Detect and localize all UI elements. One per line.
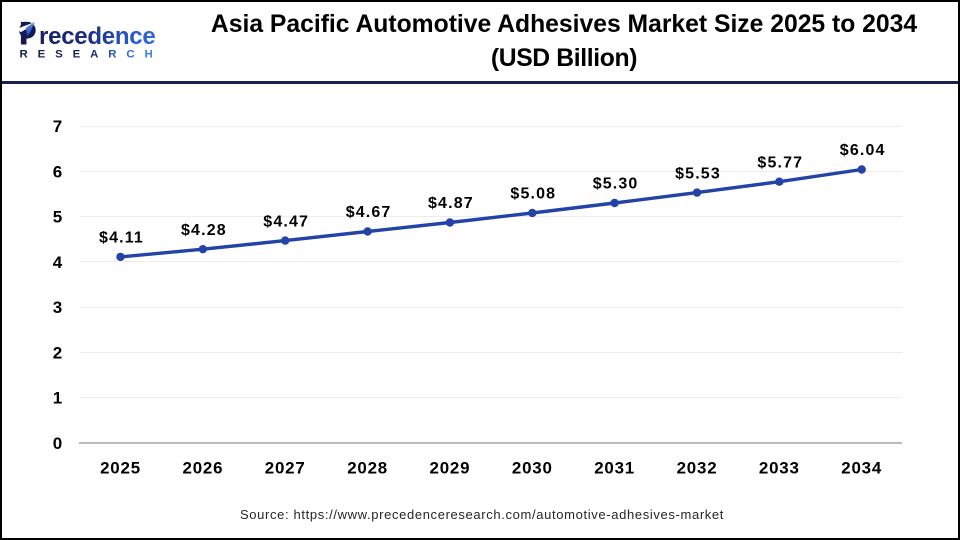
svg-text:5: 5 xyxy=(53,208,62,227)
svg-text:2026: 2026 xyxy=(183,458,224,477)
svg-text:2031: 2031 xyxy=(594,458,635,477)
svg-text:2: 2 xyxy=(53,343,62,362)
svg-text:3: 3 xyxy=(53,298,62,317)
svg-text:RESEARCH: RESEARCH xyxy=(20,49,163,61)
svg-text:6: 6 xyxy=(53,162,62,181)
svg-text:$4.28: $4.28 xyxy=(181,222,227,239)
svg-text:$4.11: $4.11 xyxy=(99,230,144,247)
svg-text:2025: 2025 xyxy=(100,458,141,477)
svg-text:$5.77: $5.77 xyxy=(757,154,803,171)
svg-text:0: 0 xyxy=(53,434,62,453)
svg-text:2032: 2032 xyxy=(677,458,718,477)
svg-text:$4.87: $4.87 xyxy=(428,195,474,212)
svg-text:$5.53: $5.53 xyxy=(675,165,721,182)
svg-text:$5.30: $5.30 xyxy=(593,176,639,193)
svg-text:$6.04: $6.04 xyxy=(840,142,886,159)
svg-text:4: 4 xyxy=(53,253,63,272)
svg-text:2030: 2030 xyxy=(512,458,553,477)
svg-text:2028: 2028 xyxy=(347,458,388,477)
svg-text:$4.47: $4.47 xyxy=(263,213,309,230)
svg-text:$5.08: $5.08 xyxy=(510,186,556,203)
svg-text:$4.67: $4.67 xyxy=(346,204,392,221)
svg-text:recedence: recedence xyxy=(39,23,156,50)
svg-text:1: 1 xyxy=(53,389,62,408)
svg-text:7: 7 xyxy=(53,117,62,136)
svg-text:2027: 2027 xyxy=(265,458,306,477)
svg-text:2029: 2029 xyxy=(430,458,471,477)
svg-text:2034: 2034 xyxy=(841,458,882,477)
svg-text:2033: 2033 xyxy=(759,458,800,477)
